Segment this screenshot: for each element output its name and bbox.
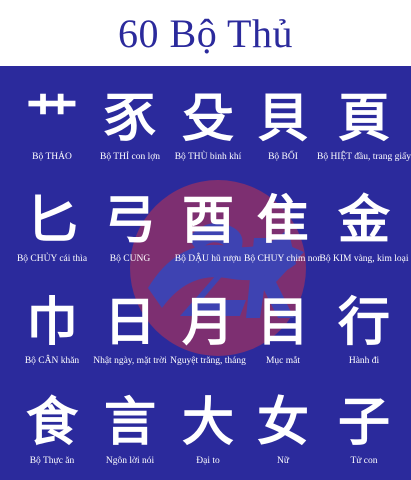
radical-card: 食 Bộ Thực ăn: [2, 392, 102, 480]
radical-card: 匕 Bộ CHỦY cái thìa: [2, 190, 102, 290]
radical-label: Hành đi: [348, 356, 380, 366]
radical-card: 月 Nguyệt trăng, tháng: [158, 292, 258, 392]
radical-glyph: 匕: [25, 191, 78, 251]
logo-watermark-icon: [130, 180, 306, 356]
radical-label: Bộ KIM vàng, kim loại: [319, 254, 409, 264]
radical-card: 弓 Bộ CUNG: [80, 190, 180, 290]
radical-card: 目 Mục mắt: [233, 292, 333, 392]
radical-label: Ngôn lời nói: [105, 456, 155, 466]
radical-card: 酉 Bộ DẬU hũ rượu: [158, 190, 258, 290]
radical-row: 巾 Bộ CÂN khăn 日 Nhật ngày, mặt trời 月 Ng…: [0, 292, 411, 392]
radical-label: Nhật ngày, mặt trời: [93, 356, 167, 366]
radical-label: Bộ CUNG: [109, 254, 151, 264]
radical-glyph: 頁: [337, 89, 390, 149]
radical-glyph: 女: [256, 393, 309, 453]
radical-label: Bộ Thực ăn: [29, 456, 75, 466]
radical-card: 女 Nữ: [233, 392, 333, 480]
radical-glyph: 隹: [256, 191, 309, 251]
radical-label: Bộ CÂN khăn: [24, 356, 80, 366]
radical-glyph: 行: [337, 293, 390, 353]
radical-glyph: 艹: [25, 89, 78, 149]
radicals-grid: 艹 Bộ THẢO 豕 Bộ THỈ con lợn 殳 Bộ THÙ binh…: [0, 66, 411, 480]
radical-label: Bộ CHỦY cái thìa: [16, 254, 88, 264]
radical-glyph: 豕: [103, 89, 156, 149]
radical-label: Bộ CHUY chim non: [243, 254, 323, 264]
radical-card: 豕 Bộ THỈ con lợn: [80, 88, 180, 188]
radical-glyph: 殳: [181, 89, 234, 149]
radical-card: 殳 Bộ THÙ binh khí: [158, 88, 258, 188]
radical-card: 行 Hành đi: [314, 292, 411, 392]
radical-card: 隹 Bộ CHUY chim non: [233, 190, 333, 290]
radical-glyph: 月: [181, 293, 234, 353]
radical-row: 艹 Bộ THẢO 豕 Bộ THỈ con lợn 殳 Bộ THÙ binh…: [0, 88, 411, 188]
radical-glyph: 子: [337, 393, 390, 453]
radical-card: 金 Bộ KIM vàng, kim loại: [314, 190, 411, 290]
radical-card: 貝 Bộ BỐI: [233, 88, 333, 188]
radical-glyph: 食: [25, 393, 78, 453]
radical-label: Bộ BỐI: [268, 152, 298, 162]
page-title: 60 Bộ Thủ: [118, 11, 293, 56]
radical-label: Bộ THÙ binh khí: [174, 152, 242, 162]
radical-card: 巾 Bộ CÂN khăn: [2, 292, 102, 392]
radical-glyph: 巾: [25, 293, 78, 353]
radical-card: 頁 Bộ HIỆT đầu, trang giấy: [314, 88, 411, 188]
radical-card: 日 Nhật ngày, mặt trời: [80, 292, 180, 392]
radical-glyph: 大: [181, 393, 234, 453]
radical-card: 大 Đại to: [158, 392, 258, 480]
radical-glyph: 日: [103, 293, 156, 353]
radical-label: Mục mắt: [265, 356, 301, 366]
title-banner: 60 Bộ Thủ: [0, 0, 411, 66]
radical-label: Nguyệt trăng, tháng: [170, 356, 246, 366]
radical-row: 食 Bộ Thực ăn 言 Ngôn lời nói 大 Đại to 女 N…: [0, 392, 411, 480]
radical-label: Bộ DẬU hũ rượu: [174, 254, 242, 264]
radical-glyph: 金: [337, 191, 390, 251]
radical-label: Bộ THỈ con lợn: [100, 152, 160, 162]
radical-card: 言 Ngôn lời nói: [80, 392, 180, 480]
radical-glyph: 目: [256, 293, 309, 353]
radical-card: 子 Tử con: [314, 392, 411, 480]
radical-glyph: 弓: [103, 191, 156, 251]
radical-label: Đại to: [196, 456, 220, 466]
radical-row: 匕 Bộ CHỦY cái thìa 弓 Bộ CUNG 酉 Bộ DẬU hũ…: [0, 190, 411, 290]
radical-label: Bộ THẢO: [32, 152, 72, 162]
radical-label: Bộ HIỆT đầu, trang giấy: [316, 152, 411, 162]
radical-label: Nữ: [276, 456, 289, 466]
radical-glyph: 貝: [256, 89, 309, 149]
radical-glyph: 酉: [181, 191, 234, 251]
radical-card: 艹 Bộ THẢO: [2, 88, 102, 188]
radical-glyph: 言: [103, 393, 156, 453]
radical-label: Tử con: [350, 456, 378, 466]
